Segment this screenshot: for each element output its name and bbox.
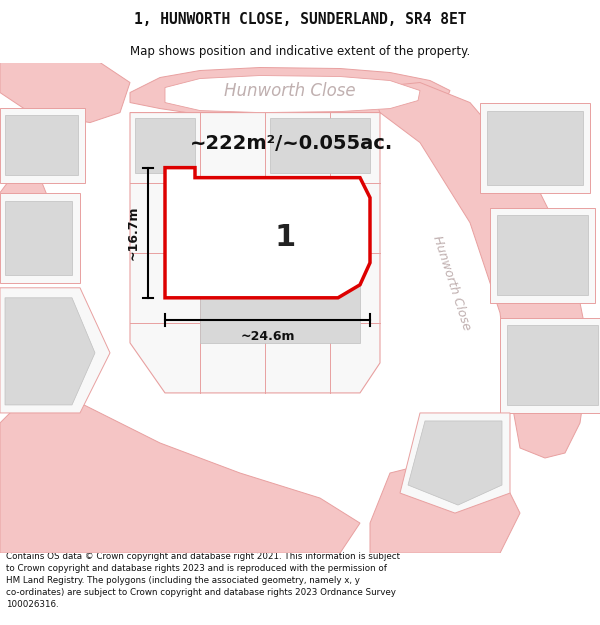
Polygon shape bbox=[0, 288, 110, 413]
Polygon shape bbox=[490, 208, 595, 302]
Text: Contains OS data © Crown copyright and database right 2021. This information is : Contains OS data © Crown copyright and d… bbox=[6, 552, 400, 609]
Polygon shape bbox=[5, 201, 72, 275]
Polygon shape bbox=[0, 107, 85, 182]
Polygon shape bbox=[400, 413, 510, 513]
Text: ~24.6m: ~24.6m bbox=[240, 330, 295, 343]
Polygon shape bbox=[487, 111, 583, 184]
Polygon shape bbox=[507, 325, 598, 405]
Text: Hunworth Close: Hunworth Close bbox=[224, 81, 356, 99]
Text: 1: 1 bbox=[274, 223, 296, 253]
Text: ~16.7m: ~16.7m bbox=[127, 206, 140, 260]
Polygon shape bbox=[0, 62, 130, 122]
Text: Hunworth Close: Hunworth Close bbox=[431, 234, 473, 332]
Polygon shape bbox=[130, 68, 450, 117]
Polygon shape bbox=[370, 82, 590, 458]
Polygon shape bbox=[5, 114, 78, 174]
Polygon shape bbox=[5, 298, 95, 405]
Text: ~222m²/~0.055ac.: ~222m²/~0.055ac. bbox=[190, 134, 393, 152]
Polygon shape bbox=[0, 173, 50, 228]
Polygon shape bbox=[497, 215, 588, 295]
Polygon shape bbox=[0, 393, 360, 553]
Polygon shape bbox=[480, 102, 590, 192]
Text: 1, HUNWORTH CLOSE, SUNDERLAND, SR4 8ET: 1, HUNWORTH CLOSE, SUNDERLAND, SR4 8ET bbox=[134, 12, 466, 28]
Polygon shape bbox=[0, 192, 80, 282]
Polygon shape bbox=[408, 421, 502, 505]
Polygon shape bbox=[500, 318, 600, 413]
Polygon shape bbox=[165, 168, 370, 298]
Polygon shape bbox=[270, 118, 370, 172]
Polygon shape bbox=[165, 76, 420, 112]
Text: Map shows position and indicative extent of the property.: Map shows position and indicative extent… bbox=[130, 45, 470, 58]
Polygon shape bbox=[130, 112, 380, 393]
Polygon shape bbox=[135, 118, 195, 172]
Polygon shape bbox=[370, 463, 520, 553]
Polygon shape bbox=[200, 258, 360, 343]
